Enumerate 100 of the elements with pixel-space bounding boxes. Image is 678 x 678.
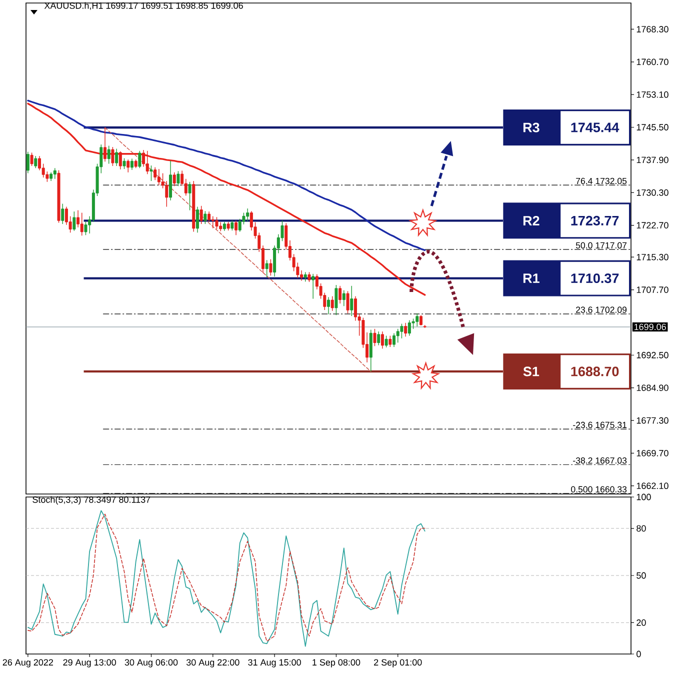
- y-tick-label: 0: [636, 650, 641, 658]
- candlestick: [338, 286, 342, 304]
- candlestick: [373, 328, 376, 346]
- candlestick: [330, 296, 334, 312]
- x-tick-label: 29 Aug 13:00: [63, 659, 116, 668]
- y-tick-label: 1692.50: [636, 352, 668, 358]
- ref-line-label: -38.2 1667.03: [573, 457, 627, 464]
- candlestick: [350, 286, 354, 316]
- y-tick-label: 1722.70: [636, 222, 668, 228]
- candlestick: [122, 158, 126, 170]
- candlestick: [204, 210, 207, 224]
- candlestick: [188, 182, 192, 211]
- y-tick-label: 80: [636, 525, 646, 532]
- candlestick: [26, 151, 30, 174]
- annotation: 1745.44: [571, 122, 620, 132]
- chart-title: XAUUSD.h,H1 1699.17 1699.51 1698.85 1699.06: [44, 2, 243, 10]
- x-tick-label: 30 Aug 22:00: [186, 659, 240, 668]
- y-tick-label: 1662.10: [636, 482, 668, 490]
- candlestick: [115, 148, 118, 166]
- candlestick: [380, 331, 384, 350]
- candlestick: [169, 160, 172, 201]
- text: 1699.06: [634, 324, 666, 330]
- ref-line-label: -23.6 1675.31: [573, 422, 627, 428]
- candlestick: [230, 220, 234, 231]
- candlestick: [215, 216, 218, 230]
- candlestick: [265, 260, 268, 278]
- candlestick: [312, 274, 315, 300]
- ref-line-label: R3: [523, 122, 540, 132]
- y-tick-label: 20: [636, 619, 646, 626]
- x-tick-label: 30 Aug 06:00: [124, 659, 178, 668]
- candlestick: [419, 314, 422, 326]
- x-tick-label: 1 Sep 08:00: [312, 659, 360, 668]
- annotation: 1723.77: [571, 216, 619, 226]
- annotation: 1688.70: [571, 366, 619, 376]
- y-tick-label: 1715.30: [636, 254, 668, 260]
- candlestick: [157, 168, 160, 186]
- candlestick: [80, 212, 84, 236]
- candlestick: [369, 329, 372, 372]
- candlestick: [334, 284, 338, 316]
- candlestick: [384, 335, 388, 348]
- candlestick: [423, 324, 426, 328]
- candlestick: [72, 211, 76, 232]
- candlestick: [392, 332, 396, 348]
- candlestick: [326, 296, 330, 315]
- candlestick: [172, 172, 176, 186]
- x-tick-label: 26 Aug 2022: [2, 659, 53, 668]
- x-tick-label: 31 Aug 15:00: [248, 659, 301, 668]
- candlestick: [103, 127, 107, 162]
- candlestick: [146, 150, 149, 174]
- candlestick: [134, 159, 138, 168]
- candlestick: [416, 313, 419, 327]
- candlestick: [408, 320, 411, 336]
- y-tick-label: 1745.50: [636, 124, 668, 130]
- ref-line-label: R2: [523, 216, 540, 226]
- ref-line-label: R1: [523, 274, 540, 283]
- candlestick: [107, 145, 110, 164]
- candlestick: [388, 335, 392, 348]
- candlestick: [53, 168, 56, 180]
- candlestick: [34, 156, 38, 168]
- y-tick-label: 100: [636, 494, 651, 500]
- y-tick-label: 1684.90: [636, 384, 668, 391]
- candlestick: [130, 158, 134, 170]
- candlestick: [400, 323, 404, 339]
- candlestick: [61, 203, 64, 224]
- candlestick: [308, 272, 311, 282]
- candlestick: [200, 206, 203, 224]
- y-tick-label: 50: [636, 572, 646, 579]
- y-tick-label: 1760.70: [636, 58, 668, 66]
- candlestick: [126, 159, 130, 173]
- candlestick: [226, 221, 230, 231]
- y-tick-label: 1707.70: [636, 286, 668, 293]
- y-tick-label: 1737.90: [636, 156, 668, 164]
- candlestick: [138, 150, 142, 168]
- candlestick: [234, 220, 238, 236]
- candlestick: [222, 221, 226, 232]
- candlestick: [342, 290, 346, 306]
- candlestick: [118, 150, 122, 170]
- candlestick: [57, 170, 60, 224]
- ref-line-label: 23.6 1702.09: [576, 306, 627, 313]
- candlestick: [192, 180, 196, 232]
- y-tick-label: 1753.10: [636, 91, 668, 98]
- y-tick-label: 1768.30: [636, 26, 668, 32]
- candlestick: [269, 258, 272, 276]
- candlestick: [50, 172, 53, 182]
- candlestick: [196, 206, 199, 233]
- candlestick: [176, 170, 180, 186]
- ref-line-label: 0.500 1660.33: [571, 486, 627, 492]
- x-tick-label: 2 Sep 01:00: [374, 659, 422, 668]
- ref-line-label: S1: [523, 366, 540, 376]
- y-tick-label: 1669.70: [636, 450, 668, 456]
- annotation: 1710.37: [571, 274, 619, 284]
- candlestick: [346, 290, 350, 314]
- candlestick: [377, 331, 380, 346]
- ref-line-label: 76.4 1732.05: [576, 178, 627, 184]
- candlestick: [30, 152, 34, 166]
- y-tick-label: 1677.30: [636, 417, 668, 424]
- chart-title: Stoch(5,3,3) 78.3497 80.1137: [32, 496, 150, 505]
- candlestick: [111, 146, 114, 166]
- ref-line-label: 50.0 1717.07: [576, 242, 627, 248]
- y-tick-label: 1730.30: [636, 189, 668, 196]
